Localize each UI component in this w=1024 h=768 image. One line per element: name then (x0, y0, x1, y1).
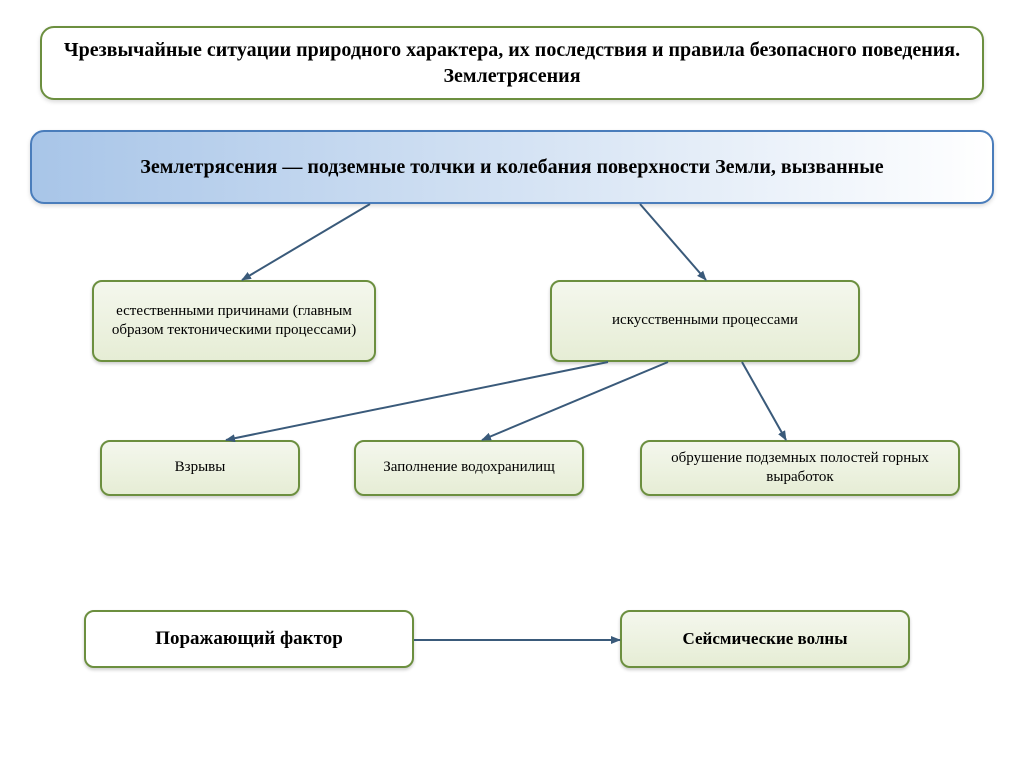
node-collapse-text: обрушение подземных полостей горных выра… (654, 449, 946, 488)
node-collapse: обрушение подземных полостей горных выра… (640, 440, 960, 496)
definition-box: Землетрясения — подземные толчки и колеб… (30, 130, 994, 204)
node-artificial-processes: искусственными процессами (550, 280, 860, 362)
node-damaging-factor: Поражающий фактор (84, 610, 414, 668)
node-reservoirs-text: Заполнение водохранилищ (383, 458, 555, 478)
node-natural-causes: естественными причинами (главным образом… (92, 280, 376, 362)
definition-text: Землетрясения — подземные толчки и колеб… (140, 154, 883, 180)
node-natural-causes-text: естественными причинами (главным образом… (106, 302, 362, 341)
node-damaging-factor-text: Поражающий фактор (155, 627, 343, 652)
title-text: Чрезвычайные ситуации природного характе… (54, 37, 970, 89)
node-explosions: Взрывы (100, 440, 300, 496)
node-seismic-waves-text: Сейсмические волны (683, 628, 848, 650)
title-box: Чрезвычайные ситуации природного характе… (40, 26, 984, 100)
node-seismic-waves: Сейсмические волны (620, 610, 910, 668)
node-explosions-text: Взрывы (175, 458, 226, 478)
node-reservoirs: Заполнение водохранилищ (354, 440, 584, 496)
node-artificial-processes-text: искусственными процессами (612, 311, 798, 331)
